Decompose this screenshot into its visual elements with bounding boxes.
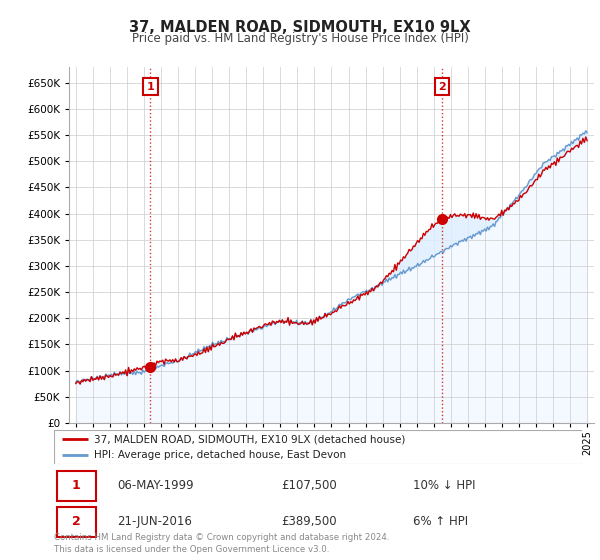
FancyBboxPatch shape: [54, 430, 582, 464]
Text: 06-MAY-1999: 06-MAY-1999: [118, 479, 194, 492]
Text: 2: 2: [438, 82, 446, 92]
Text: Contains HM Land Registry data © Crown copyright and database right 2024.
This d: Contains HM Land Registry data © Crown c…: [54, 533, 389, 554]
Text: £389,500: £389,500: [281, 515, 337, 528]
Text: 6% ↑ HPI: 6% ↑ HPI: [413, 515, 468, 528]
Text: HPI: Average price, detached house, East Devon: HPI: Average price, detached house, East…: [94, 450, 346, 460]
Text: Price paid vs. HM Land Registry's House Price Index (HPI): Price paid vs. HM Land Registry's House …: [131, 32, 469, 45]
Text: 1: 1: [146, 82, 154, 92]
FancyBboxPatch shape: [56, 507, 96, 537]
Text: 2: 2: [72, 515, 80, 528]
Text: 10% ↓ HPI: 10% ↓ HPI: [413, 479, 476, 492]
Text: 37, MALDEN ROAD, SIDMOUTH, EX10 9LX: 37, MALDEN ROAD, SIDMOUTH, EX10 9LX: [129, 20, 471, 35]
Text: 1: 1: [72, 479, 80, 492]
Text: £107,500: £107,500: [281, 479, 337, 492]
FancyBboxPatch shape: [56, 471, 96, 501]
Text: 21-JUN-2016: 21-JUN-2016: [118, 515, 192, 528]
Text: 37, MALDEN ROAD, SIDMOUTH, EX10 9LX (detached house): 37, MALDEN ROAD, SIDMOUTH, EX10 9LX (det…: [94, 435, 405, 445]
